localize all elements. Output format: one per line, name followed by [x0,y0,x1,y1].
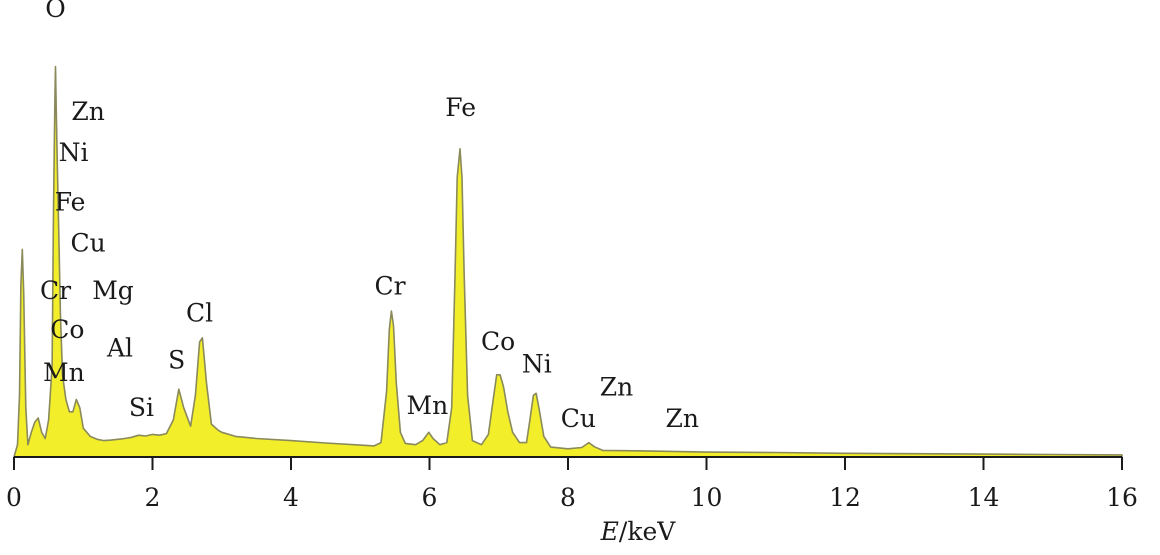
x-axis-ticks: 0 2 4 6 8 10 12 14 16 [6,457,1138,512]
peak-label-zn: Zn [666,404,699,433]
peak-label-cr: Cr [374,272,405,301]
x-tick-label: 16 [1106,483,1138,512]
peak-label-mn: Mn [407,391,449,420]
peak-label-cu: Cu [561,404,596,433]
peak-label-co: Co [481,327,515,356]
peak-label-o: O [45,0,66,23]
peak-label-zn: Zn [71,97,104,126]
peak-label-fe: Fe [55,187,86,216]
peak-label-si: Si [129,393,154,422]
x-axis-title-symbol: E [600,517,619,546]
x-tick-label: 2 [145,483,161,512]
x-axis-title: E/keV [600,517,677,546]
x-tick-label: 6 [422,483,438,512]
peak-label-ni: Ni [59,138,89,167]
x-tick-label: 0 [6,483,22,512]
plot-area [13,65,1123,458]
peak-label-zn: Zn [600,372,633,401]
peak-label-cu: Cu [70,229,105,258]
x-tick-label: 12 [829,483,861,512]
peak-label-fe: Fe [445,93,476,122]
x-tick-label: 10 [691,483,723,512]
peak-label-cl: Cl [186,298,213,327]
x-tick-label: 14 [968,483,1000,512]
x-tick-label: 4 [283,483,299,512]
x-axis-title-unit: /keV [619,517,676,546]
peak-label-mn: Mn [43,358,85,387]
spectrum-area [13,65,1123,458]
peak-label-mg: Mg [92,276,134,305]
peak-label-ni: Ni [522,350,552,379]
x-tick-label: 8 [560,483,576,512]
peak-label-cr: Cr [40,276,71,305]
peak-label-al: Al [106,333,133,362]
peak-label-s: S [168,346,185,375]
peak-label-co: Co [50,315,84,344]
